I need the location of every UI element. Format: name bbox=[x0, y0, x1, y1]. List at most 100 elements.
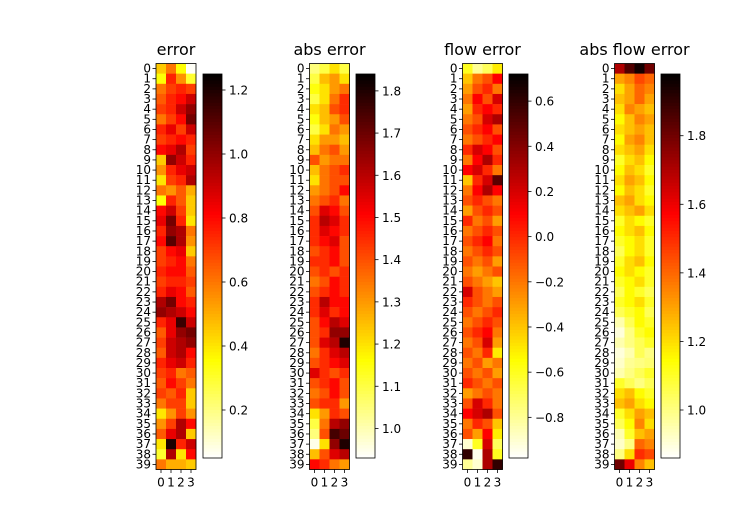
colorbar-segment bbox=[509, 211, 528, 216]
heatmap-cell bbox=[482, 276, 493, 288]
heatmap-cell bbox=[176, 114, 187, 125]
heatmap-cell bbox=[176, 124, 187, 135]
colorbar-segment bbox=[356, 240, 375, 244]
colorbar-segment bbox=[203, 157, 222, 161]
heatmap-cell bbox=[176, 428, 187, 440]
colorbar-segment bbox=[661, 173, 680, 177]
y-tick-label: 18 bbox=[442, 244, 457, 258]
colorbar-segment bbox=[509, 336, 528, 340]
y-tick-label: 16 bbox=[594, 224, 609, 238]
colorbar-segment bbox=[509, 410, 528, 414]
heatmap-cell bbox=[339, 165, 350, 176]
colorbar-segment bbox=[509, 294, 528, 299]
heatmap-cell bbox=[156, 439, 167, 450]
colorbar-segment bbox=[203, 221, 222, 225]
heatmap-cell bbox=[166, 398, 177, 409]
colorbar-segment bbox=[356, 342, 375, 347]
heatmap-cell bbox=[319, 104, 330, 115]
heatmap-cell bbox=[186, 276, 197, 288]
y-tick-label: 23 bbox=[136, 295, 151, 309]
heatmap-cell bbox=[319, 286, 330, 298]
heatmap-cell bbox=[492, 114, 503, 125]
heatmap-cell bbox=[186, 378, 197, 389]
panel-title: abs flow error bbox=[579, 40, 690, 59]
heatmap-cell bbox=[472, 368, 483, 379]
colorbar-segment bbox=[356, 435, 375, 440]
colorbar-segment bbox=[509, 451, 528, 456]
colorbar-segment bbox=[661, 266, 680, 270]
heatmap-cell bbox=[614, 398, 625, 409]
heatmap-cell bbox=[186, 134, 197, 145]
heatmap-cell bbox=[319, 225, 330, 237]
colorbar-segment bbox=[661, 182, 680, 187]
heatmap-cell bbox=[644, 347, 655, 359]
heatmap-cell bbox=[482, 63, 493, 74]
y-tick-label: 23 bbox=[442, 295, 457, 309]
colorbar-segment bbox=[509, 438, 528, 443]
heatmap-cell bbox=[644, 317, 655, 328]
heatmap-cell bbox=[166, 83, 177, 95]
heatmap-frame bbox=[462, 63, 503, 470]
heatmap-cell bbox=[644, 124, 655, 135]
y-axis: 0123456789101112131415161718192021222324… bbox=[594, 62, 615, 471]
colorbar-segment bbox=[203, 150, 222, 155]
colorbar-segment bbox=[509, 330, 528, 334]
y-tick-label: 22 bbox=[289, 285, 304, 299]
heatmap-cell bbox=[624, 388, 635, 399]
y-tick-label: 29 bbox=[594, 356, 609, 370]
heatmap-cell bbox=[309, 185, 320, 196]
colorbar-segment bbox=[661, 394, 680, 398]
heatmap-cell bbox=[624, 266, 635, 277]
heatmap-cell bbox=[634, 368, 645, 379]
colorbar-segment bbox=[509, 272, 528, 276]
colorbar-segment bbox=[203, 214, 222, 219]
colorbar-segment bbox=[203, 141, 222, 145]
y-tick-label: 2 bbox=[602, 82, 610, 96]
panel-abs-flow-error: abs flow error 01234567891011121314151617… bbox=[579, 40, 706, 490]
heatmap-cell bbox=[156, 225, 167, 237]
colorbar-segment bbox=[356, 90, 375, 94]
heatmap-cell bbox=[186, 449, 197, 460]
colorbar-segment bbox=[661, 278, 680, 283]
heatmap-cell bbox=[329, 408, 340, 420]
colorbar-tick-label: −0.6 bbox=[535, 366, 564, 380]
colorbar-segment bbox=[203, 438, 222, 443]
heatmap-cell bbox=[309, 378, 320, 389]
heatmap-cell bbox=[339, 439, 350, 450]
heatmap-cell bbox=[492, 449, 503, 460]
heatmap-cell bbox=[176, 327, 187, 338]
heatmap-cell bbox=[329, 378, 340, 389]
y-tick-label: 37 bbox=[594, 437, 609, 451]
heatmap-cell bbox=[176, 165, 187, 176]
y-tick-label: 34 bbox=[442, 407, 457, 421]
heatmap-cell bbox=[309, 459, 320, 470]
heatmap-cell bbox=[186, 225, 197, 237]
heatmap-cell bbox=[462, 357, 473, 369]
heatmap-cell bbox=[176, 408, 187, 420]
colorbar-segment bbox=[203, 125, 222, 129]
heatmap-cell bbox=[472, 104, 483, 115]
y-tick-label: 34 bbox=[289, 407, 304, 421]
heatmap-cell bbox=[309, 286, 320, 298]
heatmap-cell bbox=[462, 286, 473, 298]
colorbar-segment bbox=[661, 454, 680, 459]
colorbar-segment bbox=[356, 176, 375, 180]
heatmap-cell bbox=[319, 63, 330, 74]
heatmap-cell bbox=[624, 104, 635, 115]
colorbar-segment bbox=[509, 234, 528, 238]
heatmap-cell bbox=[166, 347, 177, 359]
colorbar-segment bbox=[203, 410, 222, 414]
colorbar-segment bbox=[356, 179, 375, 184]
colorbar-segment bbox=[509, 221, 528, 225]
heatmap-cell bbox=[472, 296, 483, 308]
y-axis: 0123456789101112131415161718192021222324… bbox=[289, 62, 310, 471]
heatmap-cell bbox=[166, 195, 177, 206]
colorbar-segment bbox=[203, 192, 222, 196]
heatmap-cell bbox=[624, 357, 635, 369]
heatmap-cell bbox=[472, 307, 483, 318]
heatmap-cell bbox=[614, 175, 625, 186]
colorbar-segment bbox=[661, 291, 680, 296]
y-tick-label: 20 bbox=[136, 265, 151, 279]
heatmap-cell bbox=[472, 408, 483, 420]
heatmap-cell bbox=[614, 276, 625, 288]
